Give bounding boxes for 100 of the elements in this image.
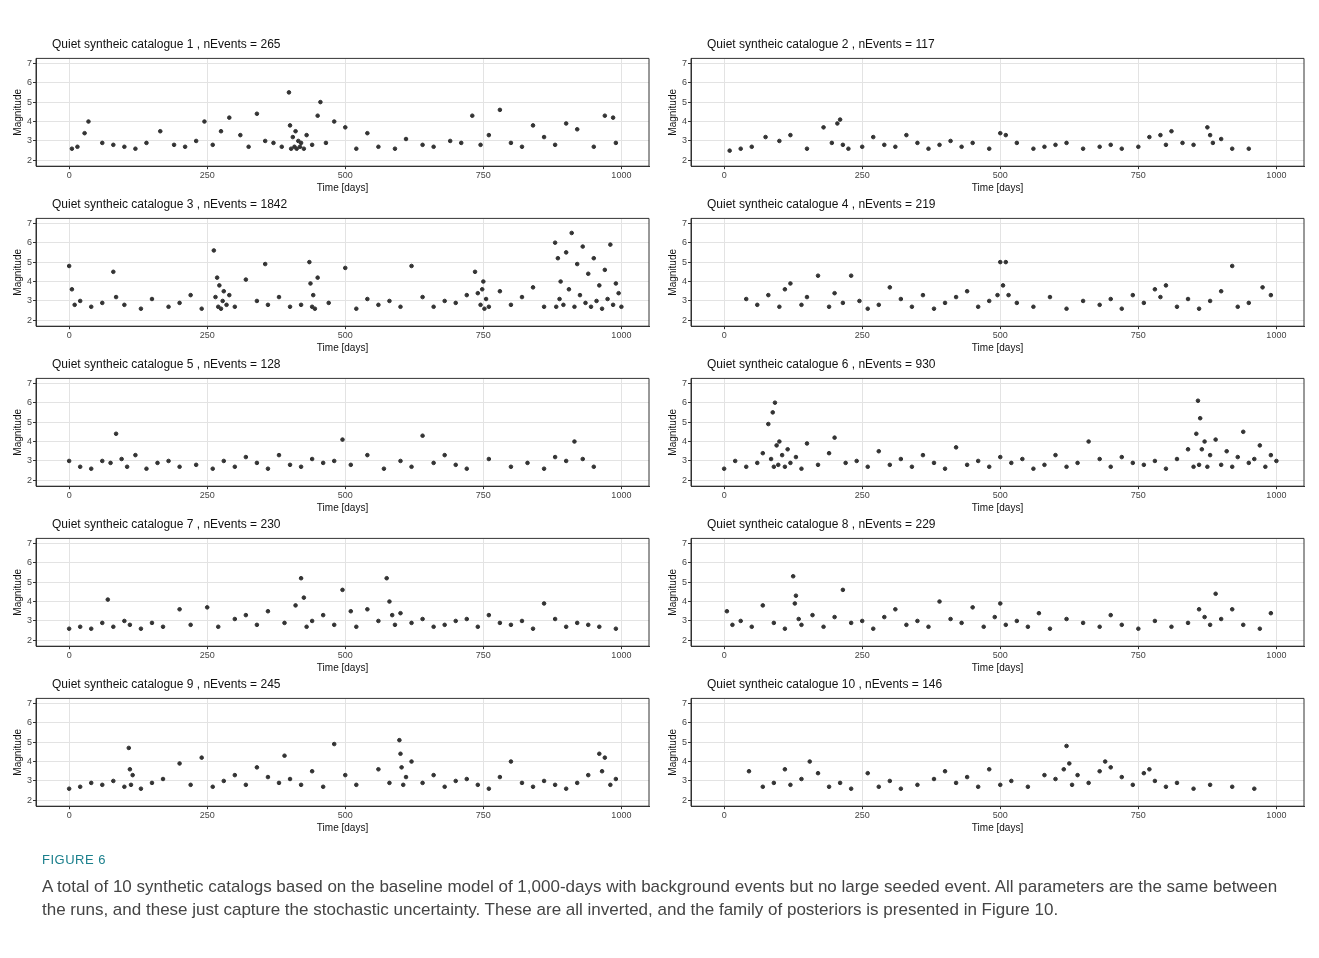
- chart-title: Quiet syntheic catalogue 7 , nEvents = 230: [51, 516, 282, 532]
- chart-title: Quiet syntheic catalogue 6 , nEvents = 930: [706, 356, 937, 372]
- x-tick-label: 250: [199, 490, 215, 501]
- x-axis-title: Time [days]: [316, 341, 369, 353]
- y-axis-title: Magnitude: [666, 408, 678, 456]
- y-tick-label: 2: [681, 794, 688, 805]
- x-tick-label: 0: [721, 650, 727, 661]
- y-tick-label: 5: [26, 736, 33, 747]
- y-tick-label: 3: [681, 455, 688, 466]
- y-tick-label: 6: [26, 77, 33, 88]
- y-tick-label: 4: [26, 756, 33, 767]
- y-tick-label: 7: [681, 377, 688, 388]
- y-tick-label: 7: [26, 377, 33, 388]
- y-tick-label: 6: [681, 717, 688, 728]
- y-tick-label: 4: [26, 276, 33, 287]
- x-tick-label: 0: [721, 490, 727, 501]
- y-tick-label: 5: [681, 96, 688, 107]
- y-tick-label: 4: [26, 596, 33, 607]
- y-tick-label: 4: [681, 276, 688, 287]
- y-tick-label: 3: [26, 135, 33, 146]
- x-tick-label: 750: [1130, 650, 1146, 661]
- y-tick-label: 7: [681, 697, 688, 708]
- x-tick-label: 750: [1130, 810, 1146, 821]
- y-tick-label: 3: [26, 775, 33, 786]
- x-tick-label: 0: [66, 650, 72, 661]
- x-tick-label: 0: [721, 330, 727, 341]
- x-tick-label: 250: [854, 170, 870, 181]
- x-tick-label: 0: [66, 810, 72, 821]
- y-tick-label: 5: [681, 736, 688, 747]
- y-tick-label: 7: [681, 217, 688, 228]
- y-tick-label: 6: [681, 237, 688, 248]
- y-tick-label: 3: [681, 615, 688, 626]
- x-tick-label: 750: [1130, 330, 1146, 341]
- y-tick-label: 5: [26, 576, 33, 587]
- y-tick-label: 3: [26, 455, 33, 466]
- y-axis-title: Magnitude: [11, 88, 23, 136]
- x-tick-label: 750: [1130, 170, 1146, 181]
- y-tick-label: 7: [681, 537, 688, 548]
- x-tick-label: 250: [199, 170, 215, 181]
- x-tick-label: 500: [992, 490, 1008, 501]
- y-tick-label: 4: [26, 436, 33, 447]
- chart-title: Quiet syntheic catalogue 9 , nEvents = 245: [51, 676, 282, 692]
- x-tick-label: 250: [199, 650, 215, 661]
- y-tick-label: 3: [26, 295, 33, 306]
- y-axis-title: Magnitude: [666, 88, 678, 136]
- x-tick-label: 250: [199, 330, 215, 341]
- y-tick-label: 6: [26, 397, 33, 408]
- y-tick-label: 2: [26, 634, 33, 645]
- x-axis-title: Time [days]: [971, 181, 1024, 193]
- y-axis-title: Magnitude: [11, 728, 23, 776]
- y-tick-label: 4: [681, 436, 688, 447]
- chart-title: Quiet syntheic catalogue 4 , nEvents = 219: [706, 196, 937, 212]
- y-axis-title: Magnitude: [666, 248, 678, 296]
- x-axis-title: Time [days]: [316, 821, 369, 833]
- x-tick-label: 0: [66, 330, 72, 341]
- x-tick-label: 250: [854, 810, 870, 821]
- y-tick-label: 7: [681, 57, 688, 68]
- y-tick-label: 7: [26, 537, 33, 548]
- chart-title: Quiet syntheic catalogue 1 , nEvents = 265: [51, 36, 282, 52]
- x-tick-label: 1000: [1266, 330, 1287, 341]
- x-tick-label: 1000: [611, 330, 632, 341]
- y-tick-label: 5: [681, 256, 688, 267]
- y-tick-label: 2: [26, 794, 33, 805]
- x-axis-title: Time [days]: [316, 501, 369, 513]
- y-tick-label: 3: [681, 775, 688, 786]
- y-tick-label: 2: [681, 634, 688, 645]
- y-tick-label: 4: [681, 596, 688, 607]
- x-tick-label: 750: [475, 490, 491, 501]
- y-tick-label: 2: [681, 314, 688, 325]
- chart-title: Quiet syntheic catalogue 8 , nEvents = 229: [706, 516, 937, 532]
- x-tick-label: 500: [992, 170, 1008, 181]
- text: A total of 10 synthetic catalogs based on the baseline model of 1,000-days with background events but no large seeded event. All parameters are the same between the runs, and these just capture the stochastic uncertainty. These are all inverted, and the family of posteriors is presented in Figure 10.: [42, 876, 1279, 921]
- x-tick-label: 1000: [611, 490, 632, 501]
- y-axis-title: Magnitude: [666, 728, 678, 776]
- y-tick-label: 4: [26, 116, 33, 127]
- x-tick-label: 500: [337, 650, 353, 661]
- x-tick-label: 1000: [1266, 650, 1287, 661]
- x-axis-title: Time [days]: [971, 821, 1024, 833]
- x-tick-label: 250: [854, 650, 870, 661]
- y-axis-title: Magnitude: [11, 248, 23, 296]
- x-tick-label: 250: [854, 330, 870, 341]
- y-tick-label: 2: [681, 154, 688, 165]
- x-axis-title: Time [days]: [316, 661, 369, 673]
- y-tick-label: 6: [681, 557, 688, 568]
- x-tick-label: 0: [66, 170, 72, 181]
- y-axis-title: Magnitude: [11, 408, 23, 456]
- x-tick-label: 750: [475, 810, 491, 821]
- y-tick-label: 3: [26, 615, 33, 626]
- x-tick-label: 1000: [611, 810, 632, 821]
- x-tick-label: 0: [721, 810, 727, 821]
- chart-title: Quiet syntheic catalogue 2 , nEvents = 117: [706, 36, 936, 52]
- y-tick-label: 5: [681, 416, 688, 427]
- x-tick-label: 1000: [1266, 170, 1287, 181]
- chart-title: Quiet syntheic catalogue 3 , nEvents = 1842: [51, 196, 289, 212]
- y-tick-label: 7: [26, 217, 33, 228]
- y-tick-label: 5: [681, 576, 688, 587]
- y-tick-label: 7: [26, 57, 33, 68]
- chart-title: Quiet syntheic catalogue 10 , nEvents = 146: [706, 676, 944, 692]
- y-tick-label: 6: [681, 77, 688, 88]
- x-axis-title: Time [days]: [971, 341, 1024, 353]
